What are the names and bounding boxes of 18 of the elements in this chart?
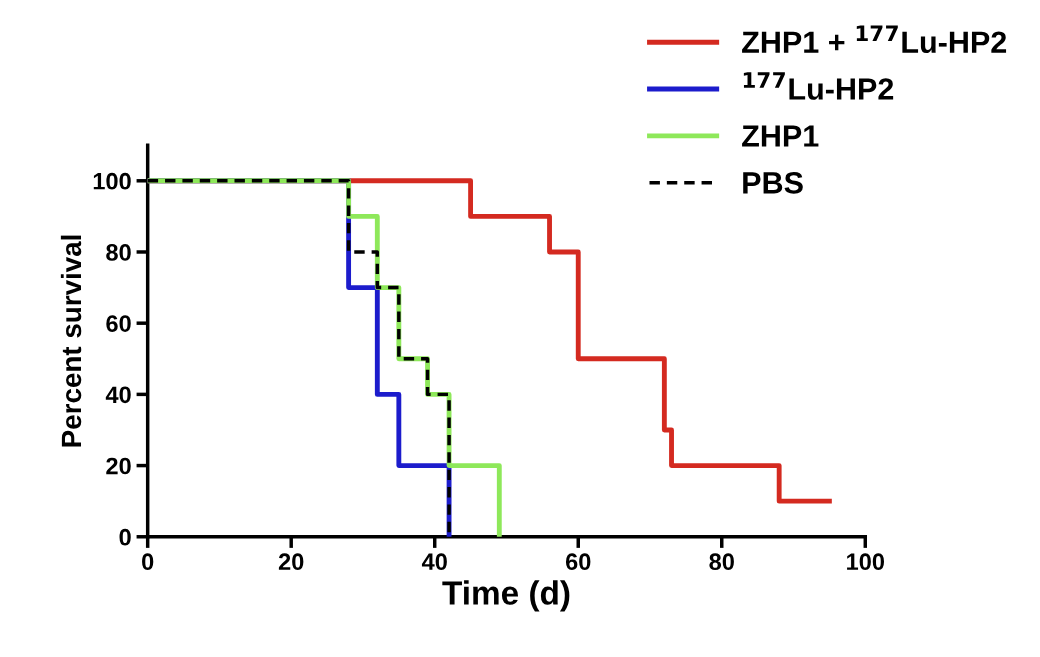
legend-label: PBS xyxy=(743,172,803,194)
x-tick-label: 100 xyxy=(847,553,885,571)
x-tick-label: 40 xyxy=(421,553,447,571)
x-tick-label: 60 xyxy=(565,553,591,571)
legend-label: $^{177}$Lu-HP2 xyxy=(743,72,894,100)
y-tick-label: 100 xyxy=(93,172,131,190)
y-tick-label: 60 xyxy=(106,315,131,332)
y-tick-label: 20 xyxy=(106,457,131,475)
y-tick-label: 0 xyxy=(119,528,131,546)
legend-label: ZHP1 + $^{177}$Lu-HP2 xyxy=(742,25,1007,54)
y-tick-label: 40 xyxy=(105,386,131,404)
y-axis-title: Percent survival xyxy=(60,235,82,447)
x-tick-label: 20 xyxy=(278,553,304,571)
legend-label: ZHP1 xyxy=(742,125,819,147)
x-axis-title: Time (d) xyxy=(442,580,570,612)
y-tick-label: 80 xyxy=(106,244,131,261)
x-tick-label: 0 xyxy=(142,553,154,571)
x-tick-label: 80 xyxy=(709,553,734,571)
